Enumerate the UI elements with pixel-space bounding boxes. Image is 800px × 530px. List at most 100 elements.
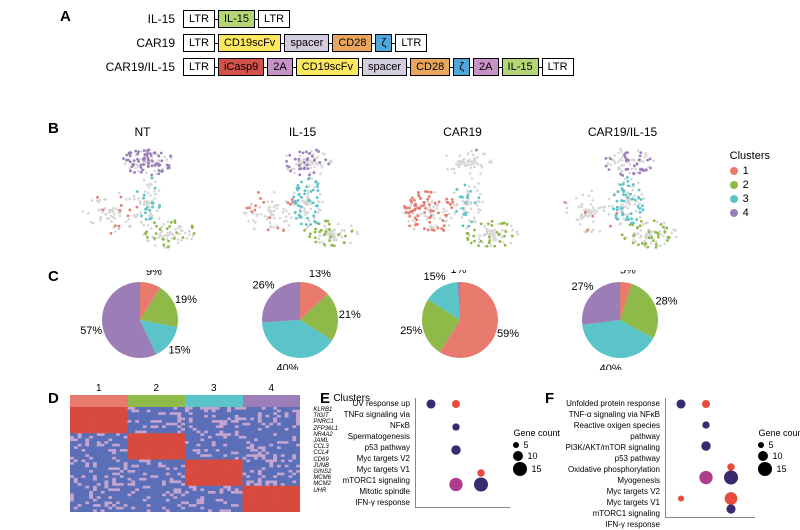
dot [474, 477, 488, 491]
legend-dot [730, 209, 738, 217]
gene-box: 2A [473, 58, 498, 76]
panel-label-b: B [48, 120, 59, 137]
pathway-label: Myc targets V1 [560, 497, 660, 508]
legend-dot [730, 195, 738, 203]
umap-column: CAR19 [390, 125, 535, 262]
panel-label-d: D [48, 390, 59, 407]
pathway-label: TNF-α signaling via NFκB [560, 409, 660, 420]
pathway-label: p53 pathway [335, 442, 410, 453]
dot-legend-circle [758, 451, 768, 461]
dot [725, 492, 738, 505]
legend-title: Clusters [730, 150, 770, 162]
pie-pct-label: 26% [253, 280, 275, 292]
panel-c-pies: 9%19%15%57%13%21%40%26%59%25%15%1%5%28%4… [75, 270, 685, 370]
gene-box: 2A [267, 58, 292, 76]
dot [702, 400, 710, 408]
dot-legend-label: 10 [527, 451, 537, 461]
dot-legend-circle [513, 442, 519, 448]
pathway-label: Unfolded protein response [560, 398, 660, 409]
pathway-label: IFN-γ response [560, 519, 660, 530]
pie-wrap: 13%21%40%26% [235, 270, 365, 370]
construct-label: CAR19 [90, 36, 175, 50]
gene-box: ζ [375, 34, 392, 52]
dot-legend-label: 5 [523, 440, 528, 450]
construct-label: IL-15 [90, 12, 175, 26]
umap-title: NT [70, 125, 215, 139]
dot [699, 471, 712, 484]
legend-item: 1 [730, 165, 770, 177]
dot [701, 441, 710, 450]
pathway-label: UV response up [335, 398, 410, 409]
pie-pct-label: 57% [80, 325, 102, 337]
pie-pct-label: 19% [175, 294, 197, 306]
umap-title: IL-15 [230, 125, 375, 139]
umap-scatter [550, 142, 695, 257]
umap-title: CAR19/IL-15 [550, 125, 695, 139]
panel-a-constructs: IL-15LTRIL-15LTRCAR19LTRCD19scFvspacerCD… [90, 10, 574, 82]
umap-column: CAR19/IL-15 [550, 125, 695, 262]
gene-box: iCasp9 [218, 58, 264, 76]
pie-pct-label: 25% [400, 325, 422, 337]
pathway-label: Myc targets V2 [335, 453, 410, 464]
pie-wrap: 59%25%15%1% [395, 270, 525, 370]
dot-legend-label: 15 [776, 464, 786, 474]
construct-row: CAR19/IL-15LTRiCasp92ACD19scFvspacerCD28… [90, 58, 574, 76]
legend-item: 3 [730, 193, 770, 205]
dot [724, 470, 738, 484]
gene-box: IL-15 [502, 58, 539, 76]
dot [452, 423, 459, 430]
dot-legend-label: 10 [772, 451, 782, 461]
dot [449, 478, 462, 491]
construct-row: IL-15LTRIL-15LTR [90, 10, 574, 28]
pie-pct-label: 40% [600, 363, 622, 370]
gene-box: ζ [453, 58, 470, 76]
pie-wrap: 9%19%15%57% [75, 270, 205, 370]
umap-scatter [230, 142, 375, 257]
gene-box: CD19scFv [218, 34, 281, 52]
pathway-label: Reactive oxigen species pathway [560, 420, 660, 442]
dot [702, 421, 709, 428]
gene-box: CD28 [410, 58, 450, 76]
pie-pct-label: 27% [571, 281, 593, 293]
dot-legend-circle [513, 462, 527, 476]
pie-pct-label: 5% [620, 270, 636, 277]
pathway-label: Spermatogenesis [335, 431, 410, 442]
legend-label: 2 [743, 179, 749, 191]
panel-b-umaps: NT IL-15 CAR19 CAR19/IL-15 [70, 125, 695, 262]
legend-label: 1 [743, 165, 749, 177]
dot [678, 495, 684, 501]
dot-legend-item: 15 [758, 462, 800, 476]
legend-item: 4 [730, 207, 770, 219]
umap-title: CAR19 [390, 125, 535, 139]
gene-box: CD28 [332, 34, 372, 52]
dot-legend-item: 10 [513, 451, 560, 461]
pathway-label: mTORC1 signaling [335, 475, 410, 486]
pathway-label: Myc targets V2 [560, 486, 660, 497]
dot-legend-item: 5 [513, 440, 560, 450]
umap-scatter [70, 142, 215, 257]
pathway-label: Myogenesis [560, 475, 660, 486]
dot-legend-item: 15 [513, 462, 560, 476]
pie-pct-label: 15% [168, 345, 190, 357]
construct-row: CAR19LTRCD19scFvspacerCD28ζLTR [90, 34, 574, 52]
panel-label-e: E [320, 390, 330, 407]
panel-label-f: F [545, 390, 554, 407]
dot [451, 445, 460, 454]
umap-scatter [390, 142, 535, 257]
pathway-label: PI3K/AKT/mTOR signaling [560, 442, 660, 453]
heatmap-cluster-band: 2 [128, 395, 186, 407]
legend-dot [730, 181, 738, 189]
gene-box: LTR [258, 10, 290, 28]
pie-pct-label: 1% [450, 270, 466, 276]
panel-label-c: C [48, 268, 59, 285]
dot-legend-item: 5 [758, 440, 800, 450]
pathway-label: IFN-γ response [335, 497, 410, 508]
dot-legend-circle [513, 451, 523, 461]
legend-item: 2 [730, 179, 770, 191]
pie-chart: 5%28%40%27% [555, 270, 685, 370]
panel-f-dotplot: Unfolded protein responseTNF-α signaling… [560, 398, 780, 518]
dot [426, 399, 435, 408]
gene-box: LTR [183, 34, 215, 52]
pathway-label: Oxidative phosphorylation [560, 464, 660, 475]
gene-box: spacer [362, 58, 407, 76]
